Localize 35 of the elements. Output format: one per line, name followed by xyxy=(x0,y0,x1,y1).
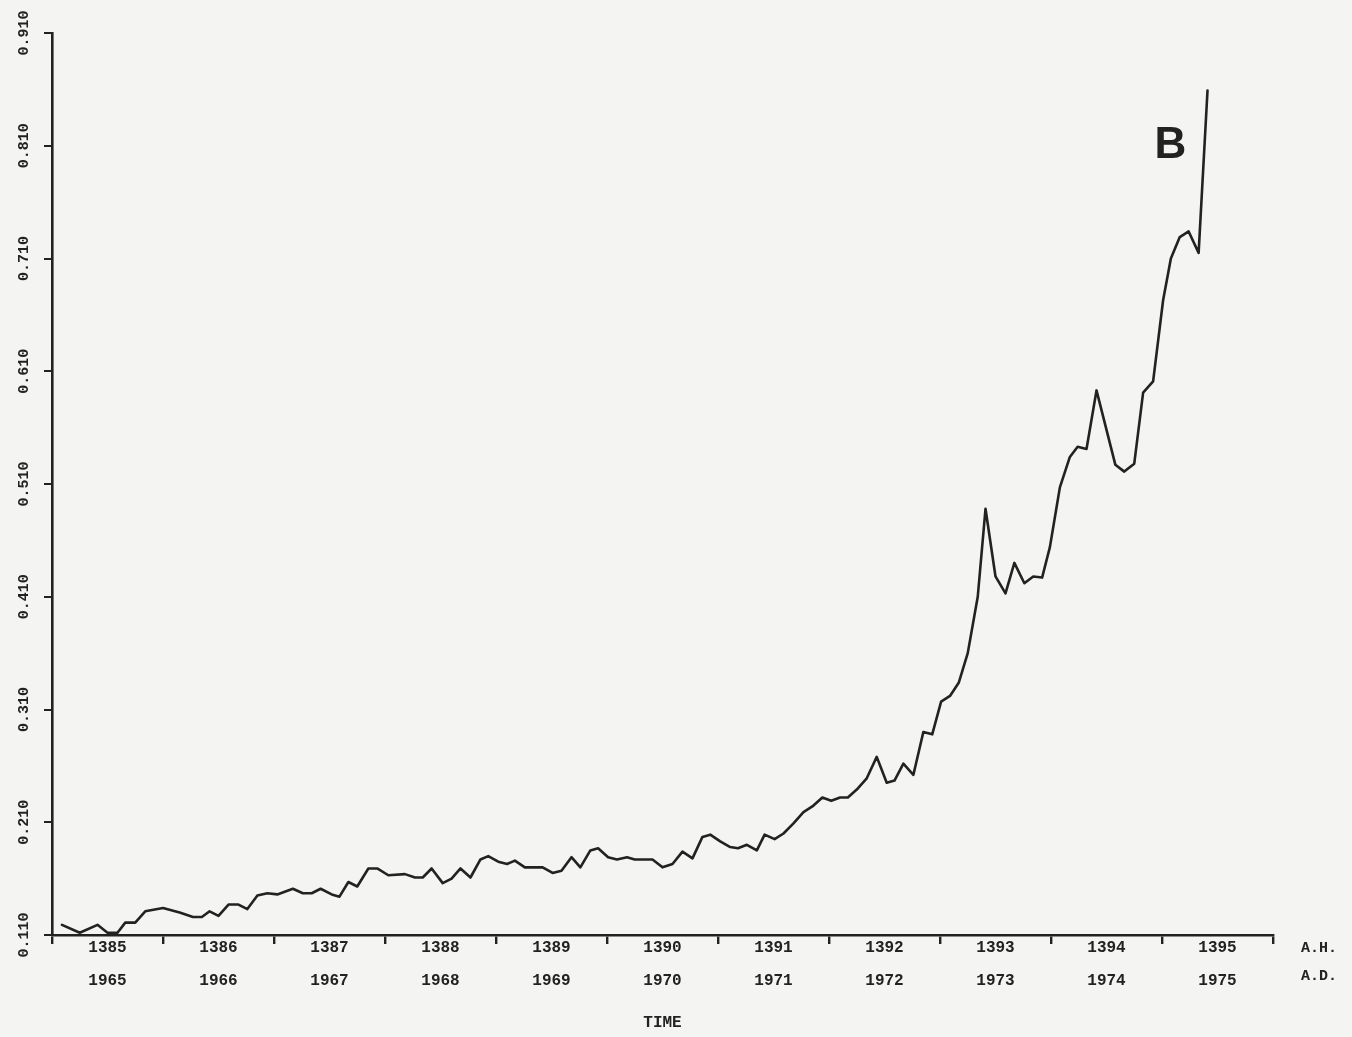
x2-tick-label: 1393 xyxy=(976,938,1015,957)
x-tick-label: 1971 xyxy=(754,971,793,990)
y-tick-label: 0.110 xyxy=(15,912,33,958)
x2-tick-label: 1390 xyxy=(643,938,682,957)
x-tick-label: 1974 xyxy=(1087,971,1127,990)
x-tick-label: 1973 xyxy=(976,971,1015,990)
y-tick-label: 0.410 xyxy=(15,574,33,620)
x-axis-title: TIME xyxy=(643,1014,682,1033)
x2-tick-label: 1386 xyxy=(199,938,238,957)
x2-tick-label: 1385 xyxy=(88,938,127,957)
x-tick-label: 1969 xyxy=(532,971,571,990)
x2-tick-label: 1387 xyxy=(310,938,349,957)
y-tick-label: 0.510 xyxy=(15,461,33,507)
x2-tick-label: 1391 xyxy=(754,938,793,957)
y-tick-label: 0.810 xyxy=(15,123,33,169)
x-tick-label: 1972 xyxy=(865,971,904,990)
x-tick-label: 1975 xyxy=(1198,971,1237,990)
annotation: B xyxy=(1154,117,1187,167)
x-tick-label: 1968 xyxy=(421,971,460,990)
y-tick-label: 0.910 xyxy=(15,10,33,56)
x-tick-label: 1966 xyxy=(199,971,238,990)
x2-tick-label: 1395 xyxy=(1198,938,1237,957)
x-tick-label: 1967 xyxy=(310,971,349,990)
y-tick-label: 0.610 xyxy=(15,348,33,394)
y-tick-label: 0.710 xyxy=(15,235,33,282)
x-tick-label: 1970 xyxy=(643,971,682,990)
y-tick-label: 0.310 xyxy=(15,686,33,733)
x-tick-label: 1965 xyxy=(88,971,127,990)
text: A.H. xyxy=(1301,939,1338,957)
x2-tick-label: 1394 xyxy=(1087,938,1127,957)
x2-tick-label: 1389 xyxy=(532,938,571,957)
x2-tick-label: 1392 xyxy=(865,938,904,957)
text: A.D. xyxy=(1301,967,1338,985)
y-tick-label: 0.210 xyxy=(15,799,33,845)
x2-tick-label: 1388 xyxy=(421,938,460,957)
